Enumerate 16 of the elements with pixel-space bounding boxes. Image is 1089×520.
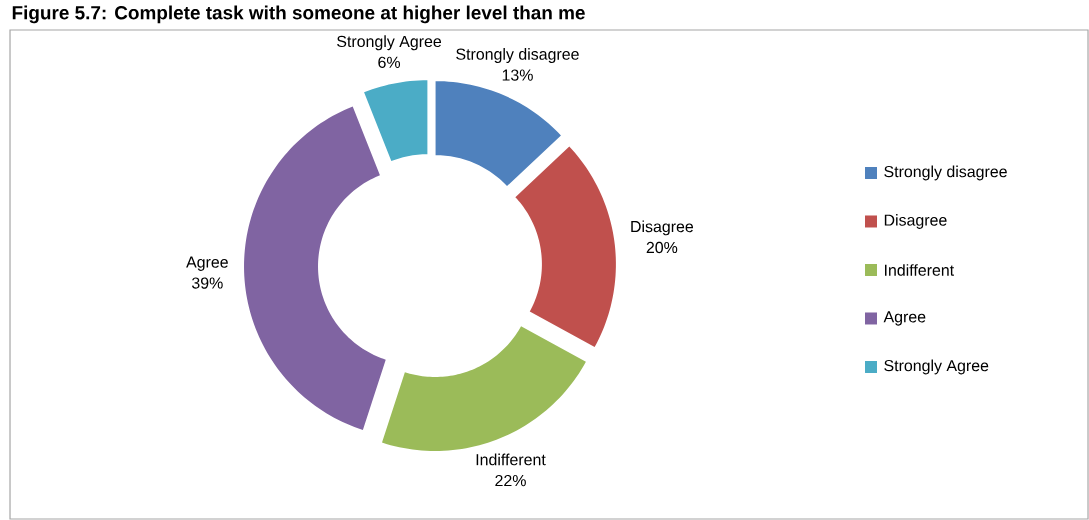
legend-label: Disagree (884, 214, 947, 229)
slice-label: Disagree (631, 220, 694, 236)
data-label: 6% (378, 56, 401, 68)
data-label: 22% (495, 474, 526, 487)
chart-title: Figure 5.7: Complete task with someone at higher level than me (12, 5, 585, 24)
legend-label: Agree (883, 311, 926, 326)
slice-label: Strongly disagree (456, 48, 579, 63)
slice-label: Agree (186, 256, 228, 271)
data-label: 13% (502, 69, 533, 81)
data-label: 39% (191, 277, 223, 289)
slice-label: Indifferent (476, 453, 546, 466)
legend-label: Strongly disagree (884, 165, 1007, 181)
legend-label: Strongly Agree (884, 359, 989, 375)
legend-label: Indifferent (885, 264, 955, 276)
slice-label: Strongly Agree (337, 35, 442, 51)
data-label: 20% (646, 241, 678, 254)
